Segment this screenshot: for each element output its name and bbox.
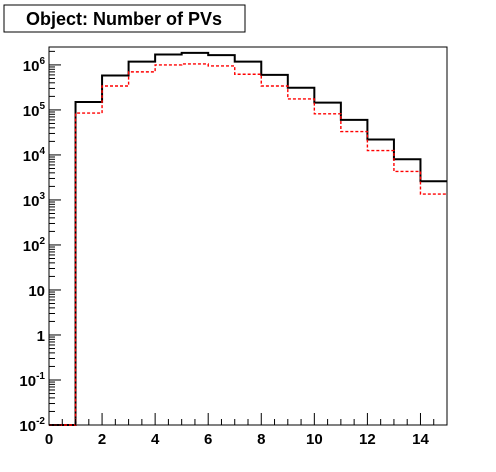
x-tick-label: 4 <box>151 431 160 448</box>
x-axis: 0 2 4 6 8 10 12 14 <box>45 413 448 448</box>
y-axis: 10-2 10-1 1 10 102 103 104 105 106 <box>19 50 61 435</box>
x-tick-label: 8 <box>257 431 265 448</box>
y-tick-label: 102 <box>23 236 46 255</box>
histogram-series-1 <box>49 51 447 426</box>
y-tick-label: 10-1 <box>19 371 45 390</box>
y-tick-label: 1 <box>37 328 45 345</box>
title-box <box>3 4 246 33</box>
y-tick-label: 10 <box>28 283 45 300</box>
x-tick-label: 10 <box>306 431 323 448</box>
x-tick-label: 6 <box>204 431 212 448</box>
y-tick-label: 105 <box>23 101 46 120</box>
chart-title: Object: Number of PVs <box>26 9 222 29</box>
x-tick-label: 14 <box>412 431 429 448</box>
y-tick-label: 103 <box>23 191 46 210</box>
y-tick-label: 10-2 <box>19 416 45 435</box>
x-tick-label: 2 <box>98 431 106 448</box>
histogram-series-2 <box>49 63 447 426</box>
x-tick-label: 0 <box>45 431 53 448</box>
y-tick-label: 106 <box>23 56 46 75</box>
y-tick-label: 104 <box>23 146 46 165</box>
series-layer <box>49 51 447 426</box>
x-tick-label: 12 <box>359 431 376 448</box>
